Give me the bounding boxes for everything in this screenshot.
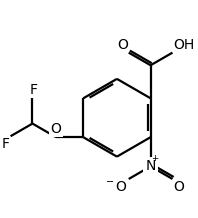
Text: O: O (51, 122, 61, 136)
Text: O: O (173, 180, 184, 194)
Text: $^+$: $^+$ (150, 155, 161, 168)
Text: F: F (2, 137, 10, 151)
Text: OH: OH (173, 38, 195, 52)
Text: F: F (30, 83, 37, 97)
Text: $^-$O: $^-$O (103, 180, 128, 194)
Text: N: N (145, 159, 156, 173)
Text: O: O (117, 38, 128, 52)
